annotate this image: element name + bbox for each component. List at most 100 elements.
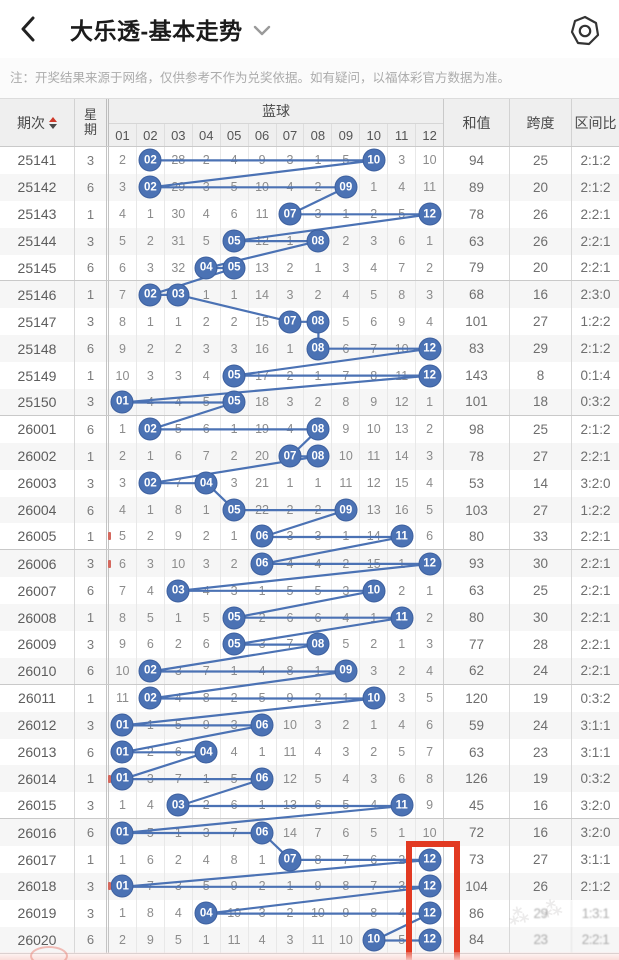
ball-cell-04: 2 [193,792,221,819]
ball-cell-06: 17 [249,362,277,390]
sort-icon[interactable] [49,116,57,129]
drawn-ball: 02 [138,148,162,172]
span-cell: 23 [510,738,572,766]
ratio-cell: 3:1:1 [580,717,611,733]
back-button[interactable] [0,0,56,58]
ball-cell-09: 1 [332,523,361,550]
ball-cell-03: 29 [165,173,193,201]
ball-cell-04: 1 [193,765,221,793]
ball-cell-06: 06 [249,765,277,793]
ball-cell-09: 9 [332,415,361,443]
sum-cell: 77 [444,631,510,658]
ball-cell-05: 10 [221,899,249,927]
table-row-25144: 25144 3 5 2 31 5 05 12 1 08 2 3 6 1 63 26 2:2:1 [0,227,619,255]
table-header: 期次 星期 蓝球 01 02 03 04 05 06 07 08 09 10 11 12 和值 跨度 … [0,98,619,147]
ratio-cell: 2:2:1 [580,583,611,599]
week-cell: 3 [75,469,109,497]
sum-cell: 104 [444,873,510,900]
sum-cell: 72 [444,819,510,847]
week-cell: 6 [75,173,109,201]
ball-cell-12: 2 [426,610,434,625]
ball-header-04: 04 [193,124,221,146]
drawn-ball: 12 [418,552,442,576]
period-cell: 25149 [0,362,75,390]
period-cell: 26019 [0,899,75,927]
ball-cell-07: 2 [277,362,305,390]
ball-cell-04: 8 [193,684,221,712]
ball-cell-07: 07 [277,200,305,228]
week-cell: 6 [75,738,109,766]
ratio-cell: 0:3:2 [580,394,611,410]
ball-cell-02: 4 [137,577,165,605]
ball-cell-02: 3 [137,254,165,281]
ratio-cell: 2:2:1 [580,663,611,679]
ball-cell-12: 3 [426,637,434,652]
ball-cell-04: 3 [193,819,221,847]
ball-cell-06: 06 [249,550,277,578]
ball-cell-10: 15 [360,550,389,578]
ball-cell-04: 1 [193,281,221,309]
drawn-ball: 04 [194,256,218,279]
ball-cell-03: 4 [165,899,193,927]
ball-cell-04: 4 [193,200,221,228]
period-cell: 26005 [0,523,75,550]
sum-cell: 63 [444,577,510,605]
ball-cell-12: 12 [416,201,443,228]
ball-cell-03: 3 [165,362,193,390]
ball-cell-08: 8 [304,846,333,874]
sum-cell: 103 [444,496,510,524]
ball-cell-06: 3 [249,631,277,658]
ball-cell-03: 8 [165,496,193,524]
period-column-header[interactable]: 期次 [0,99,75,146]
ratio-cell: 2:2:1 [581,932,610,948]
drawn-ball: 09 [334,498,358,522]
ball-cell-04: 3 [193,550,221,578]
sort-down-arrow [49,123,57,129]
ball-cell-12: 6 [426,529,434,544]
ball-cell-08: 7 [304,819,333,847]
ball-cell-07: 3 [277,523,305,550]
span-cell: 33 [510,523,572,550]
ball-cell-12: 11 [423,180,437,195]
ball-cells: 7 02 03 1 1 14 3 2 4 5 8 3 [109,281,444,309]
span-cell: 26 [510,200,572,228]
drawn-ball: 04 [194,901,218,925]
table-row-26018: 26018 3 01 7 3 5 9 2 1 9 8 7 3 12 104 26 2:1:2 [0,873,619,900]
ball-cell-03: 03 [165,281,193,309]
ratio-cell: 2:2:1 [580,636,611,652]
ball-cell-11: 14 [388,442,417,470]
ball-cell-08: 1 [304,657,333,684]
ball-cell-03: 32 [165,254,193,281]
ball-cell-12: 12 [416,927,443,953]
table-row-26011: 26011 1 11 02 4 8 2 5 9 2 1 10 3 5 120 19 0:3:2 [0,684,619,712]
ball-cell-05: 3 [221,335,249,363]
ball-cell-12: 4 [426,476,434,491]
blue-zone-header: 蓝球 01 02 03 04 05 06 07 08 09 10 11 12 [109,99,444,146]
ball-cell-06: 4 [249,926,277,953]
ball-cell-03: 1 [165,308,193,336]
period-cell: 26014 [0,765,75,793]
ball-cell-01: 01 [109,873,137,900]
ball-cell-08: 08 [304,415,333,443]
ball-cell-03: 7 [165,469,193,497]
ball-cell-02: 02 [137,469,165,497]
ball-cells: 8 5 1 5 05 2 6 6 4 1 11 2 [109,604,444,632]
settings-button[interactable] [565,12,605,50]
ball-cell-03: 2 [165,631,193,658]
ball-cell-08: 2 [304,173,333,201]
ball-cell-04: 3 [193,173,221,201]
ball-cell-07: 3 [277,147,305,174]
ball-cell-12: 2 [426,260,434,275]
ball-cell-03: 2 [165,335,193,363]
chevron-down-icon[interactable] [253,25,271,37]
ball-header-06: 06 [249,124,277,146]
ball-cells: 2 9 5 1 11 4 3 11 10 10 5 12 [109,926,444,953]
ball-cell-11: 16 [388,496,417,524]
ball-cell-04: 5 [193,227,221,255]
ball-cell-10: 1 [360,173,389,201]
ball-cell-10: 3 [360,227,389,255]
week-cell: 6 [75,254,109,281]
ball-cell-09: 11 [332,469,361,497]
ball-cell-04: 2 [193,147,221,174]
drawn-ball: 09 [334,659,358,683]
